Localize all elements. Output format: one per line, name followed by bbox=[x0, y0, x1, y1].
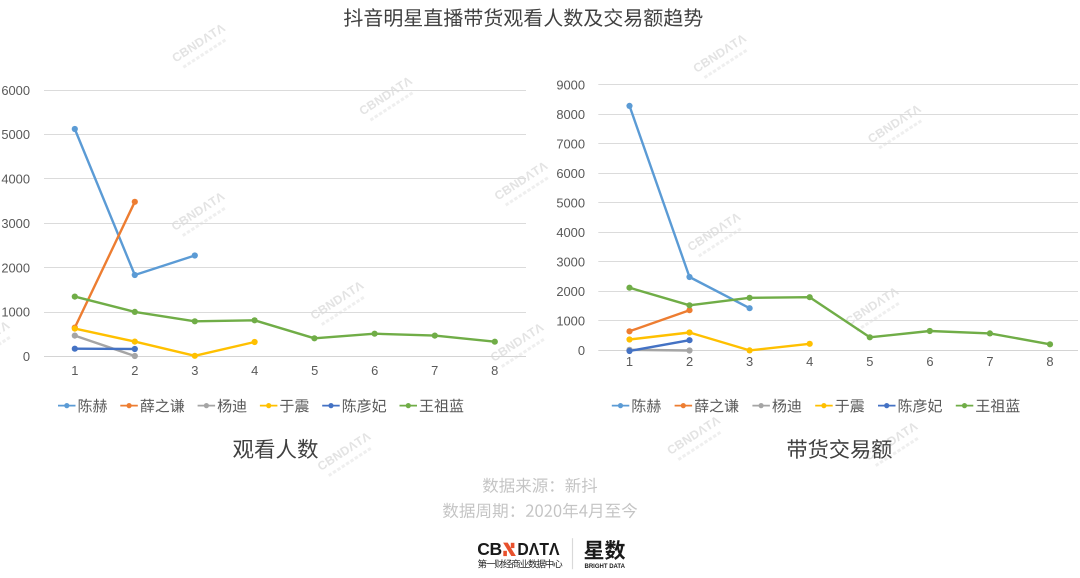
svg-text:2: 2 bbox=[686, 354, 693, 369]
svg-text:5: 5 bbox=[311, 363, 318, 378]
svg-text:0: 0 bbox=[578, 343, 585, 358]
svg-text:2000: 2000 bbox=[556, 284, 585, 299]
svg-text:BRIGHT DATA: BRIGHT DATA bbox=[585, 563, 626, 570]
svg-text:2: 2 bbox=[131, 363, 138, 378]
svg-text:2000: 2000 bbox=[1, 260, 30, 275]
svg-text:7000: 7000 bbox=[556, 137, 585, 152]
svg-text:6: 6 bbox=[926, 354, 933, 369]
svg-text:6000: 6000 bbox=[1, 83, 30, 98]
svg-text:7: 7 bbox=[986, 354, 993, 369]
svg-text:1: 1 bbox=[71, 363, 78, 378]
svg-text:3000: 3000 bbox=[1, 216, 30, 231]
svg-text:6: 6 bbox=[371, 363, 378, 378]
svg-text:1000: 1000 bbox=[1, 305, 30, 320]
svg-text:CB: CB bbox=[477, 539, 502, 559]
svg-text:8000: 8000 bbox=[556, 107, 585, 122]
svg-text:4: 4 bbox=[806, 354, 813, 369]
svg-text:1: 1 bbox=[626, 354, 633, 369]
svg-text:4000: 4000 bbox=[556, 225, 585, 240]
svg-text:4: 4 bbox=[251, 363, 258, 378]
svg-text:8: 8 bbox=[491, 363, 498, 378]
svg-text:3: 3 bbox=[191, 363, 198, 378]
svg-text:5: 5 bbox=[866, 354, 873, 369]
svg-text:5000: 5000 bbox=[556, 196, 585, 211]
svg-text:6000: 6000 bbox=[556, 166, 585, 181]
svg-text:3: 3 bbox=[746, 354, 753, 369]
svg-text:5000: 5000 bbox=[1, 127, 30, 142]
svg-text:9000: 9000 bbox=[556, 78, 585, 93]
svg-text:4000: 4000 bbox=[1, 172, 30, 187]
svg-text:8: 8 bbox=[1046, 354, 1053, 369]
svg-text:3000: 3000 bbox=[556, 255, 585, 270]
svg-text:7: 7 bbox=[431, 363, 438, 378]
svg-text:DΛTΛ: DΛTΛ bbox=[517, 539, 559, 559]
svg-text:0: 0 bbox=[23, 349, 30, 364]
svg-text:1000: 1000 bbox=[556, 314, 585, 329]
